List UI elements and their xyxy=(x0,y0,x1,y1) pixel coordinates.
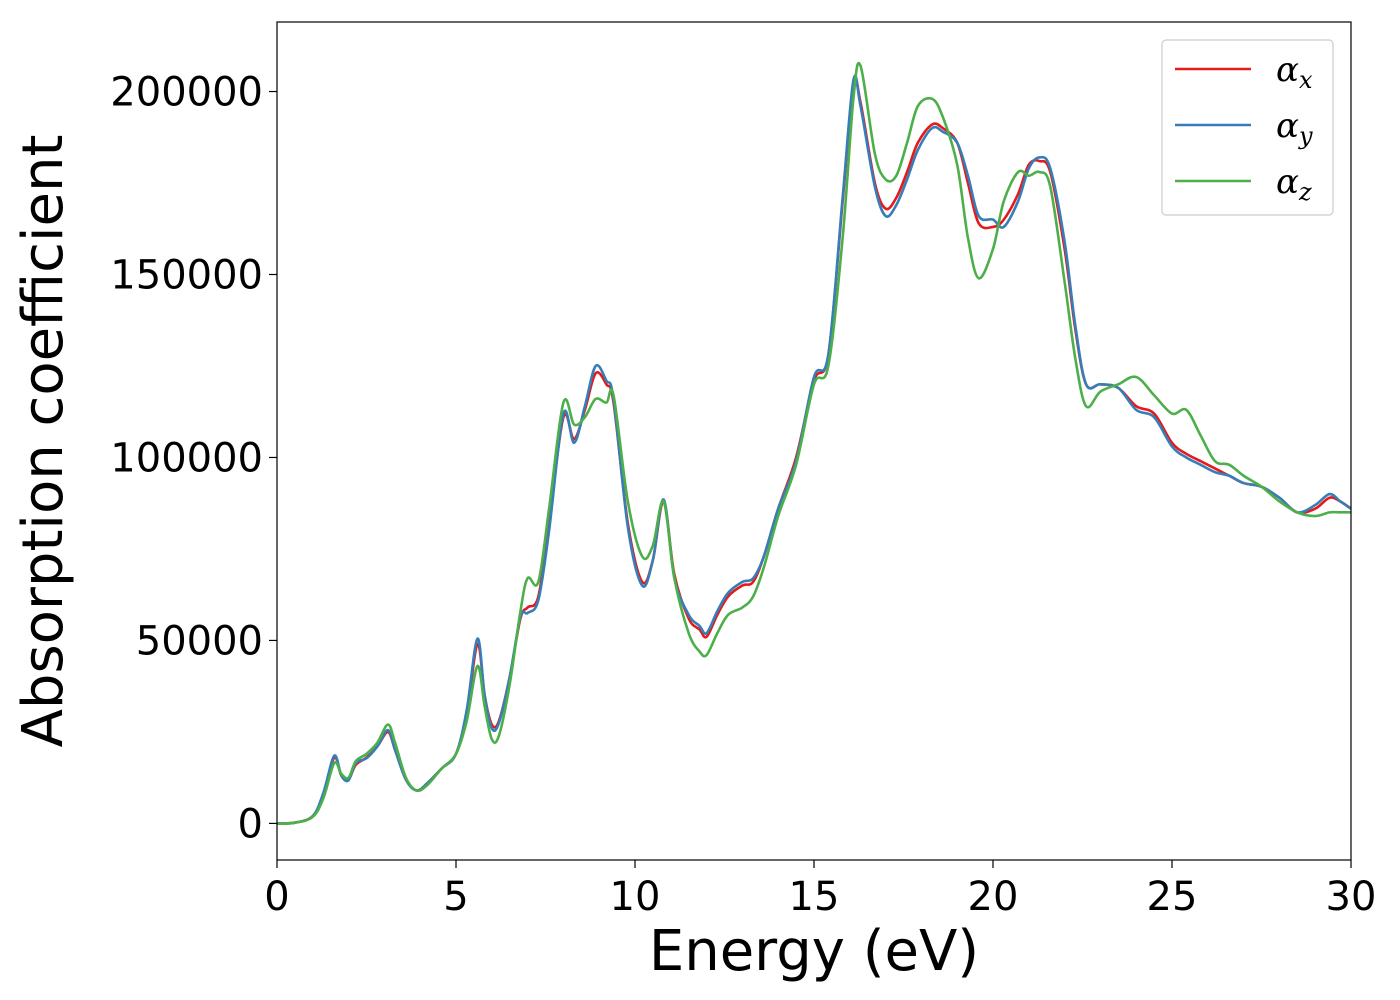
series-layer xyxy=(277,61,1351,825)
x-axis: 0 5 10 15 20 25 30 xyxy=(264,860,1376,920)
x-tick-label: 15 xyxy=(789,874,840,920)
y-tick-label: 0 xyxy=(238,801,263,847)
y-axis: 0 50000 100000 150000 200000 xyxy=(110,70,277,847)
legend: αx αy αz xyxy=(1161,39,1334,216)
x-axis-label: Energy (eV) xyxy=(649,919,979,984)
y-tick-label: 200000 xyxy=(110,70,263,116)
y-tick-label: 50000 xyxy=(136,618,263,664)
x-tick-label: 25 xyxy=(1147,874,1198,920)
y-axis-label: Absorption coefficient xyxy=(11,135,76,748)
x-tick-label: 5 xyxy=(443,874,468,920)
x-tick-label: 0 xyxy=(264,874,289,920)
series-line-z xyxy=(277,61,1351,825)
legend-box xyxy=(1161,39,1334,216)
y-tick-label: 100000 xyxy=(110,435,263,481)
y-tick-label: 150000 xyxy=(110,252,263,298)
x-tick-label: 30 xyxy=(1326,874,1377,920)
legend-entry-y: αy xyxy=(1276,106,1313,150)
x-tick-label: 20 xyxy=(968,874,1019,920)
x-tick-label: 10 xyxy=(610,874,661,920)
legend-entry-x: αx xyxy=(1276,50,1313,94)
legend-entry-z: αz xyxy=(1276,162,1312,206)
